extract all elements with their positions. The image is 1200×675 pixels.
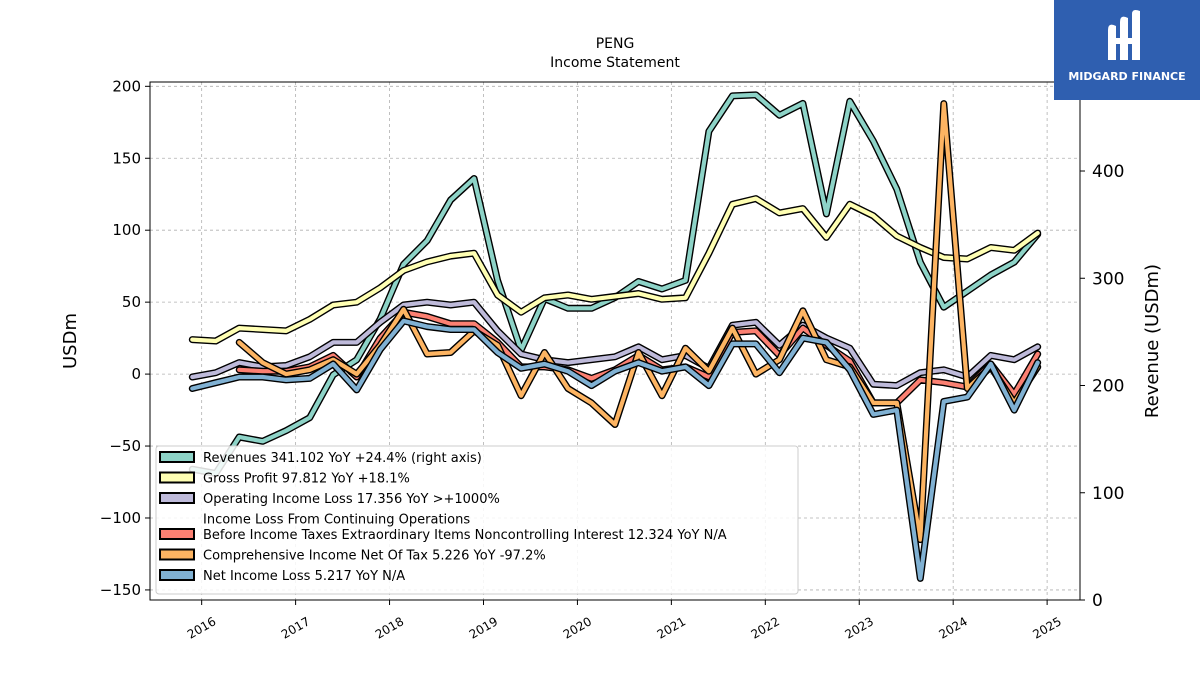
x-tick-label: 2018: [373, 614, 406, 641]
right-tick-label: 0: [1092, 591, 1103, 611]
midgard-finance-logo: MIDGARD FINANCE: [1054, 0, 1200, 100]
left-tick-label: 0: [131, 365, 141, 383]
legend-label-5: Comprehensive Income Net Of Tax 5.226 Yo…: [203, 549, 546, 564]
series-line-2: [190, 196, 1040, 344]
legend-swatch-5: [159, 548, 195, 561]
left-axis: −150 −100 −50 0 50 100 150 200: [100, 77, 150, 599]
x-axis: 2016 2017 2018 2019 2020 2021 2022 2023 2024 2025: [185, 600, 1064, 642]
x-tick-label: 2024: [936, 614, 969, 641]
right-tick-label: 400: [1092, 162, 1124, 182]
x-tick-label: 2025: [1030, 614, 1063, 641]
x-tick-label: 2016: [185, 614, 218, 641]
legend-label-3: Operating Income Loss 17.356 YoY >+1000%: [203, 492, 500, 507]
chart-subtitle: Income Statement: [550, 55, 680, 71]
left-tick-label: 150: [112, 149, 141, 167]
chart-title: PENG: [596, 36, 635, 52]
midgard-logo-icon: [1108, 10, 1140, 61]
right-tick-label: 300: [1092, 269, 1124, 289]
legend-swatch-1: [159, 451, 195, 463]
plot-frame: [149, 81, 1081, 601]
brand-name: MIDGARD FINANCE: [1068, 70, 1186, 83]
legend-frame: [155, 445, 799, 595]
x-tick-label: 2023: [843, 614, 876, 641]
left-tick-label: 100: [112, 221, 141, 239]
left-tick-label: −150: [100, 581, 141, 599]
legend-label-2: Gross Profit 97.812 YoY +18.1%: [203, 472, 410, 487]
series-line-3: [190, 300, 1040, 388]
x-tick-label: 2021: [655, 614, 688, 641]
y-axis-label-left: USDm: [60, 313, 81, 369]
x-tick-label: 2020: [561, 614, 594, 641]
right-tick-label: 100: [1092, 484, 1124, 504]
series-line-6: [190, 318, 1040, 581]
legend-swatch-4: [159, 528, 195, 540]
legend-label-1: Revenues 341.102 YoY +24.4% (right axis): [203, 451, 482, 466]
legend-swatch-6: [159, 569, 195, 581]
legend: Revenues 341.102 YoY +24.4% (right axis)…: [155, 445, 799, 595]
legend-label-4: Income Loss From Continuing Operations Be…: [203, 513, 727, 544]
right-axis: 0 100 200 300 400: [1080, 162, 1124, 611]
left-tick-label: 200: [112, 77, 141, 95]
y-axis-label-right: Revenue (USDm): [1142, 264, 1163, 418]
left-tick-label: −100: [100, 509, 141, 527]
x-tick-label: 2019: [467, 614, 500, 641]
left-tick-label: 50: [122, 293, 141, 311]
left-tick-label: −50: [109, 437, 141, 455]
series-layer: [188, 91, 1042, 582]
legend-label-6: Net Income Loss 5.217 YoY N/A: [203, 569, 405, 584]
legend-swatch-3: [159, 492, 195, 504]
x-tick-label: 2022: [749, 614, 782, 641]
right-tick-label: 200: [1092, 377, 1124, 397]
legend-swatch-2: [159, 471, 195, 484]
x-tick-label: 2017: [279, 614, 312, 641]
